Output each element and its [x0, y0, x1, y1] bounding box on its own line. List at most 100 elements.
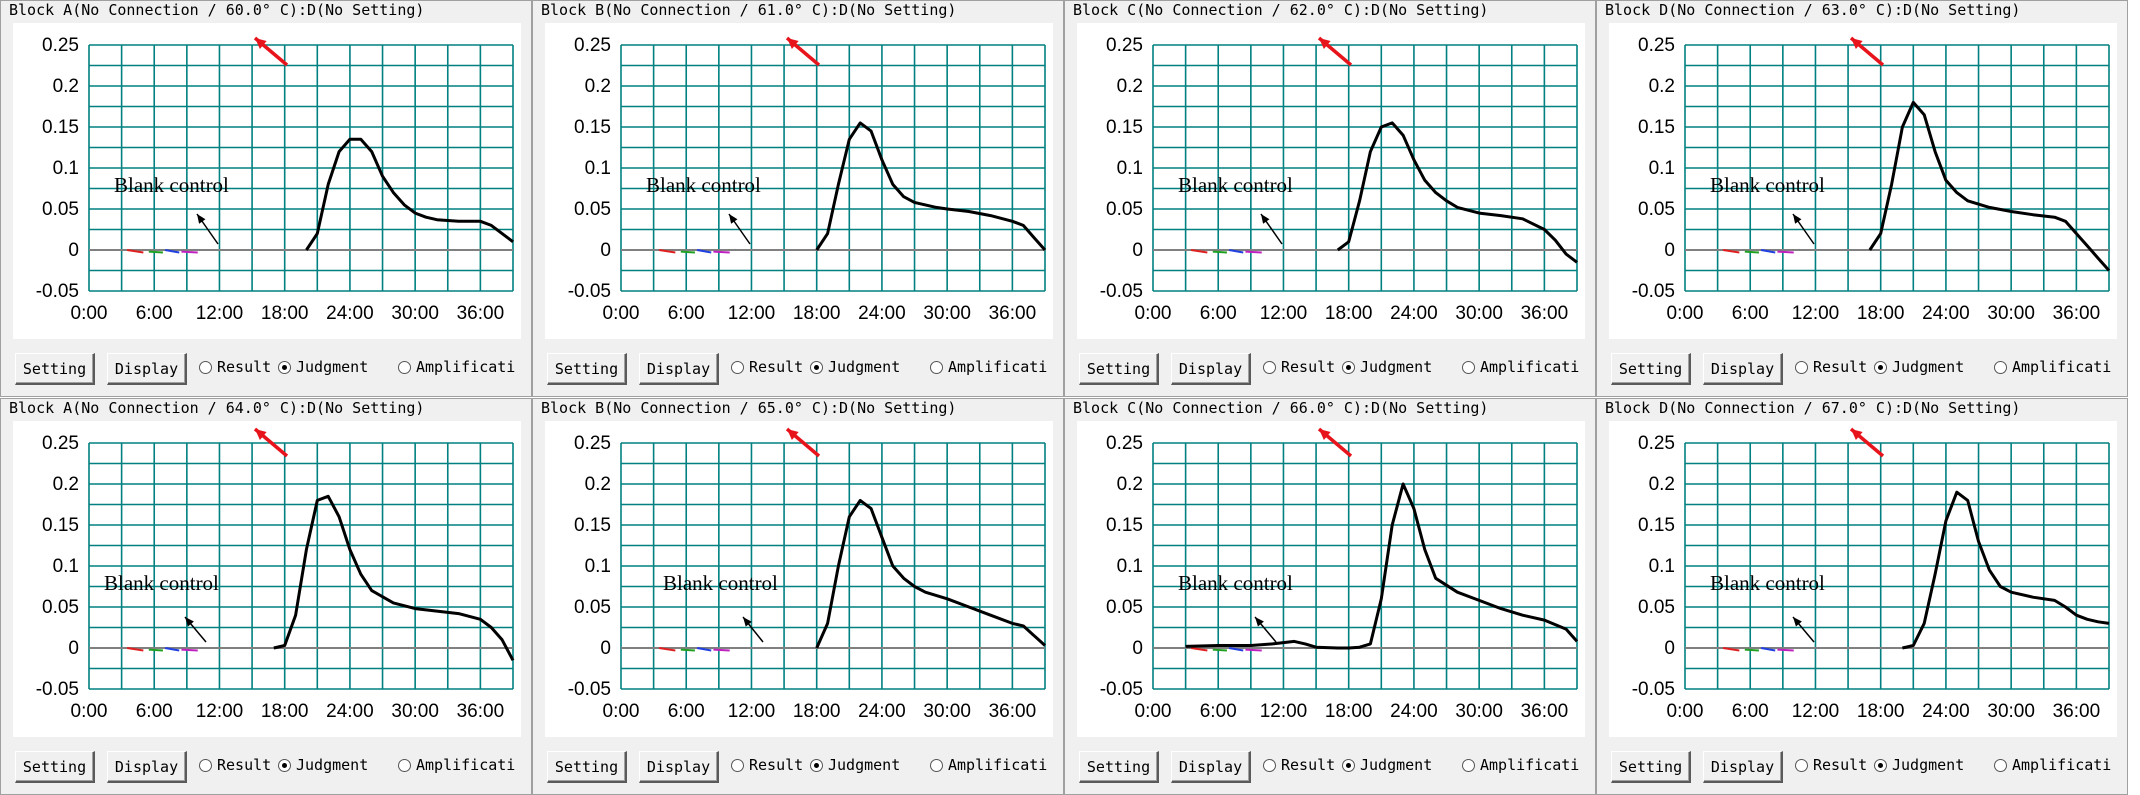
result-radio-label[interactable]: Result	[1281, 358, 1336, 376]
x-tick-label: 36:00	[2053, 701, 2101, 722]
result-radio[interactable]	[731, 759, 744, 772]
y-tick-label: 0.2	[1117, 474, 1143, 495]
amplification-radio[interactable]	[398, 759, 411, 772]
setting-button[interactable]: Setting	[1611, 353, 1691, 385]
display-button[interactable]: Display	[639, 353, 719, 385]
amplification-radio[interactable]	[398, 361, 411, 374]
judgment-radio[interactable]	[1874, 361, 1887, 374]
panel-title: Block C(No Connection / 66.0° C):D(No Se…	[1073, 399, 1491, 417]
judgment-radio[interactable]	[1342, 759, 1355, 772]
judgment-radio[interactable]	[278, 759, 291, 772]
x-tick-label: 12:00	[728, 303, 776, 324]
display-button[interactable]: Display	[107, 353, 187, 385]
y-tick-label: 0.2	[53, 474, 79, 495]
x-tick-label: 18:00	[1325, 303, 1373, 324]
amplification-radio[interactable]	[1462, 759, 1475, 772]
result-radio-label[interactable]: Result	[749, 358, 804, 376]
amplification-radio-label[interactable]: Amplificati	[948, 358, 1048, 376]
result-radio[interactable]	[1795, 759, 1808, 772]
block-panel: 0.25 0.2 0.15 0.1 0.05 0 -0.05 0:00 6:00 12:00 18:…	[0, 398, 532, 795]
display-button[interactable]: Display	[639, 751, 719, 783]
sample-trace	[1760, 249, 1776, 254]
x-tick-label: 18:00	[261, 701, 309, 722]
y-tick-label: 0.15	[1638, 515, 1675, 536]
red-arrowhead	[1851, 38, 1863, 49]
y-tick-label: 0.2	[585, 474, 611, 495]
judgment-radio[interactable]	[810, 759, 823, 772]
result-radio-label[interactable]: Result	[749, 756, 804, 774]
y-tick-label: 0.1	[585, 556, 611, 577]
display-button[interactable]: Display	[1171, 353, 1251, 385]
y-tick-label: -0.05	[1632, 281, 1675, 302]
y-tick-label: 0.25	[1106, 35, 1143, 56]
setting-button[interactable]: Setting	[1611, 751, 1691, 783]
amplification-radio[interactable]	[930, 361, 943, 374]
sample-trace	[181, 250, 198, 254]
setting-button[interactable]: Setting	[1079, 751, 1159, 783]
x-tick-label: 30:00	[1455, 701, 1503, 722]
x-tick-label: 36:00	[989, 303, 1037, 324]
sample-trace	[126, 249, 144, 254]
judgment-radio-label[interactable]: Judgment	[1360, 756, 1433, 774]
result-radio-label[interactable]: Result	[217, 756, 272, 774]
judgment-radio[interactable]	[278, 361, 291, 374]
display-button[interactable]: Display	[107, 751, 187, 783]
view-mode-radio-group: Result Judgment Amplificati	[199, 756, 529, 778]
sample-trace	[713, 648, 730, 652]
result-radio[interactable]	[731, 361, 744, 374]
amplification-radio[interactable]	[1994, 759, 2007, 772]
setting-button[interactable]: Setting	[547, 751, 627, 783]
blank-control-label: Blank control	[1178, 571, 1293, 595]
result-radio-label[interactable]: Result	[1813, 756, 1868, 774]
x-tick-label: 36:00	[1521, 303, 1569, 324]
amplification-radio[interactable]	[1462, 361, 1475, 374]
setting-button[interactable]: Setting	[15, 353, 95, 385]
judgment-radio[interactable]	[1342, 361, 1355, 374]
setting-button[interactable]: Setting	[15, 751, 95, 783]
sample-trace	[181, 648, 198, 652]
amplification-radio-label[interactable]: Amplificati	[2012, 756, 2112, 774]
setting-button[interactable]: Setting	[1079, 353, 1159, 385]
judgment-radio-label[interactable]: Judgment	[1892, 358, 1965, 376]
display-button[interactable]: Display	[1703, 353, 1783, 385]
judgment-radio[interactable]	[810, 361, 823, 374]
result-radio-label[interactable]: Result	[217, 358, 272, 376]
judgment-radio[interactable]	[1874, 759, 1887, 772]
y-tick-label: 0.05	[42, 597, 79, 618]
y-tick-label: 0.25	[574, 433, 611, 454]
result-radio-label[interactable]: Result	[1813, 358, 1868, 376]
setting-button[interactable]: Setting	[547, 353, 627, 385]
amplification-radio[interactable]	[1994, 361, 2007, 374]
judgment-radio-label[interactable]: Judgment	[828, 358, 901, 376]
judgment-radio-label[interactable]: Judgment	[828, 756, 901, 774]
judgment-radio-label[interactable]: Judgment	[1360, 358, 1433, 376]
result-radio[interactable]	[199, 759, 212, 772]
display-button[interactable]: Display	[1703, 751, 1783, 783]
judgment-radio-label[interactable]: Judgment	[296, 756, 369, 774]
amplification-radio-label[interactable]: Amplificati	[2012, 358, 2112, 376]
x-tick-label: 12:00	[196, 701, 244, 722]
judgment-radio-label[interactable]: Judgment	[296, 358, 369, 376]
blank-control-arrowhead	[743, 617, 752, 627]
result-radio[interactable]	[199, 361, 212, 374]
amplification-curve	[1336, 121, 1578, 264]
amplification-radio-label[interactable]: Amplificati	[416, 358, 516, 376]
y-tick-label: 0	[600, 240, 611, 261]
amplification-radio[interactable]	[930, 759, 943, 772]
amplification-radio-label[interactable]: Amplificati	[416, 756, 516, 774]
y-tick-label: 0.15	[1106, 515, 1143, 536]
y-tick-label: 0.2	[53, 76, 79, 97]
judgment-radio-label[interactable]: Judgment	[1892, 756, 1965, 774]
amplification-radio-label[interactable]: Amplificati	[1480, 756, 1580, 774]
x-tick-label: 0:00	[603, 303, 640, 324]
result-radio[interactable]	[1263, 759, 1276, 772]
y-tick-label: 0.1	[1649, 556, 1675, 577]
display-button[interactable]: Display	[1171, 751, 1251, 783]
amplification-radio-label[interactable]: Amplificati	[948, 756, 1048, 774]
x-tick-label: 0:00	[71, 303, 108, 324]
amplification-radio-label[interactable]: Amplificati	[1480, 358, 1580, 376]
result-radio-label[interactable]: Result	[1281, 756, 1336, 774]
result-radio[interactable]	[1263, 361, 1276, 374]
result-radio[interactable]	[1795, 361, 1808, 374]
sample-trace	[713, 250, 730, 254]
